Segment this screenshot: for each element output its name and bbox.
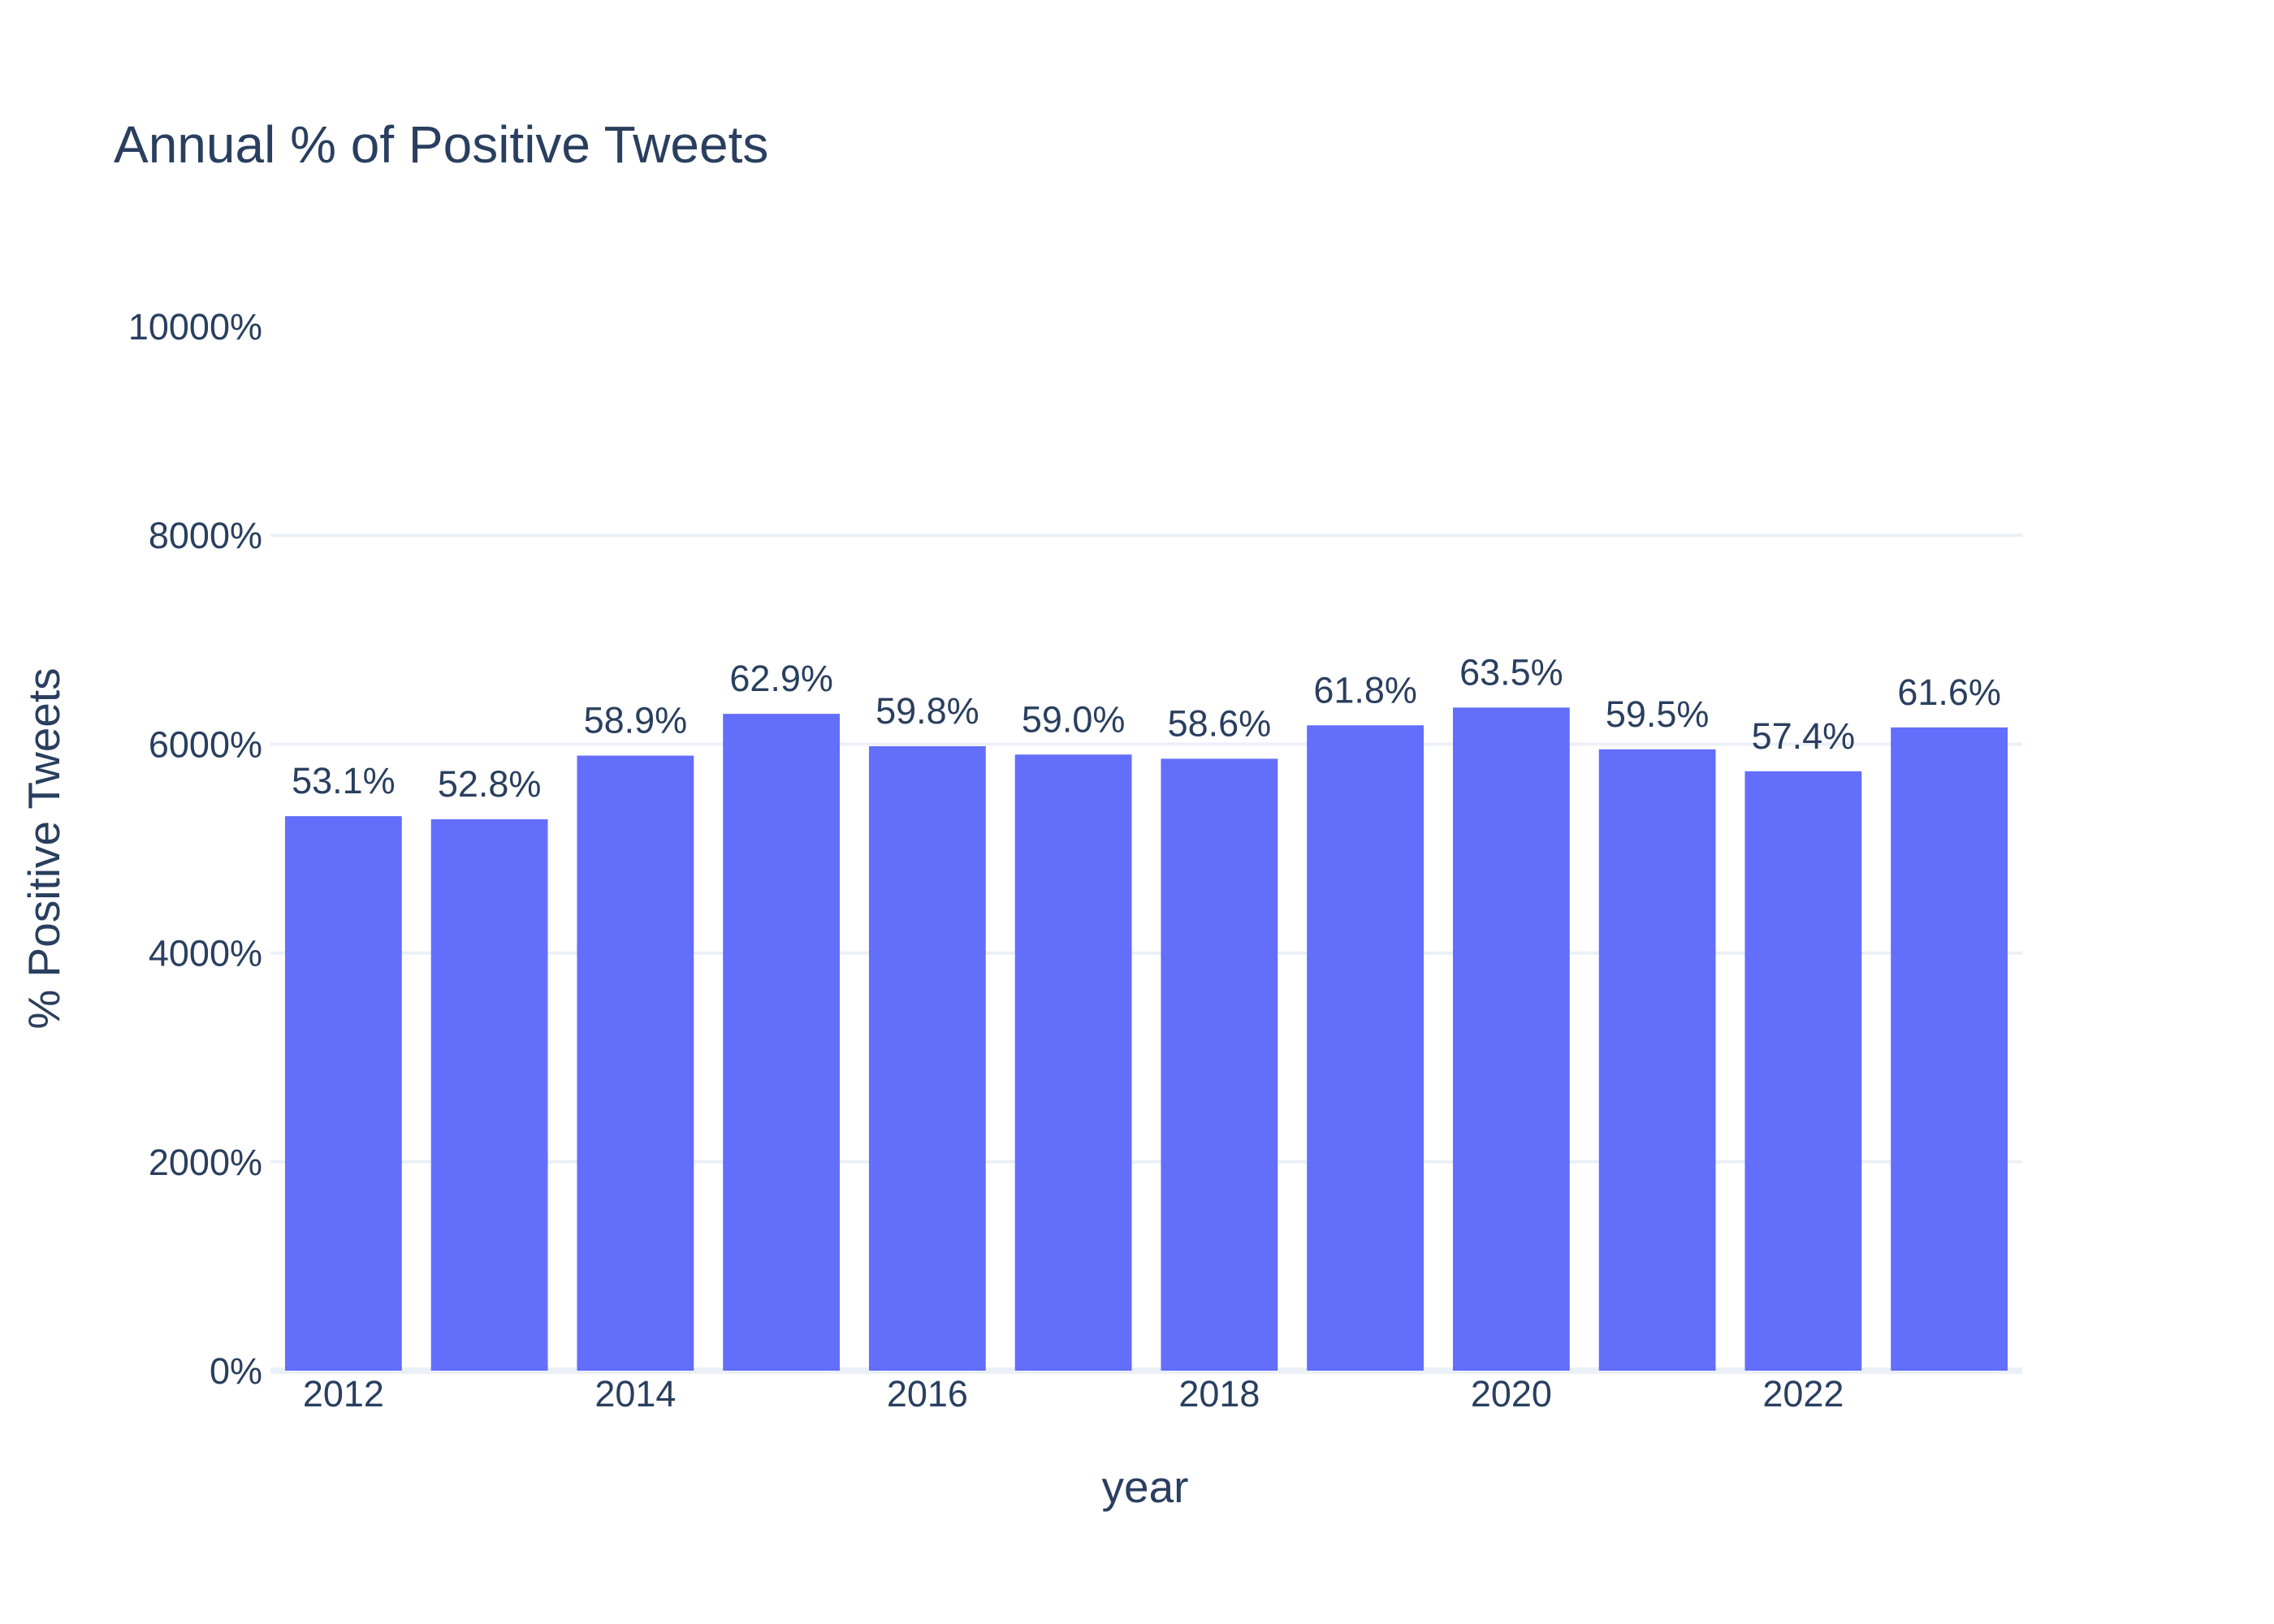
y-tick-label: 8000% bbox=[149, 515, 262, 556]
bar bbox=[723, 714, 841, 1371]
data-label: 53.1% bbox=[292, 760, 396, 801]
bar bbox=[1307, 725, 1424, 1371]
bar bbox=[284, 816, 402, 1371]
bar bbox=[1161, 758, 1278, 1371]
bar bbox=[868, 745, 986, 1371]
x-tick-label: 2014 bbox=[594, 1373, 676, 1415]
y-tick-label: 2000% bbox=[149, 1142, 262, 1183]
bar bbox=[1891, 727, 2008, 1371]
y-axis-ticks: 0% 2000% 4000% 6000% 8000% 10000% bbox=[128, 306, 262, 1392]
data-label: 61.6% bbox=[1897, 672, 2001, 713]
data-label: 58.6% bbox=[1168, 702, 1272, 744]
x-tick-label: 2012 bbox=[303, 1373, 384, 1415]
bars bbox=[284, 707, 2008, 1371]
bar bbox=[1014, 754, 1132, 1371]
bar bbox=[1452, 707, 1570, 1371]
x-tick-label: 2022 bbox=[1762, 1373, 1844, 1415]
y-tick-label: 6000% bbox=[149, 723, 262, 765]
data-label: 61.8% bbox=[1313, 669, 1417, 710]
x-tick-label: 2018 bbox=[1178, 1373, 1260, 1415]
chart-title: Annual % of Positive Tweets bbox=[114, 115, 768, 174]
data-label: 59.8% bbox=[875, 690, 979, 732]
y-tick-label: 10000% bbox=[128, 306, 262, 348]
bar bbox=[430, 818, 548, 1371]
gridlines bbox=[270, 533, 2022, 1374]
bar bbox=[1598, 749, 1716, 1371]
bar bbox=[577, 755, 694, 1371]
x-tick-label: 2020 bbox=[1471, 1373, 1552, 1415]
data-labels: 53.1% 52.8% 58.9% 62.9% 59.8% 59.0% 58.6% 61.8%… bbox=[292, 651, 2001, 805]
y-tick-label: 0% bbox=[210, 1350, 262, 1392]
data-label: 57.4% bbox=[1752, 715, 1856, 757]
data-label: 59.5% bbox=[1606, 693, 1710, 735]
x-axis-ticks: 2012 2014 2016 2018 2020 2022 bbox=[303, 1373, 1844, 1415]
data-label: 59.0% bbox=[1022, 698, 1126, 740]
data-label: 63.5% bbox=[1459, 651, 1563, 693]
x-axis-title: year bbox=[1102, 1462, 1189, 1512]
x-tick-label: 2016 bbox=[887, 1373, 968, 1415]
bar bbox=[1744, 771, 1862, 1371]
data-label: 62.9% bbox=[729, 658, 833, 699]
data-label: 58.9% bbox=[584, 700, 688, 741]
y-axis-title: % Positive Tweets bbox=[19, 667, 69, 1029]
y-tick-label: 4000% bbox=[149, 933, 262, 974]
data-label: 52.8% bbox=[438, 763, 542, 805]
